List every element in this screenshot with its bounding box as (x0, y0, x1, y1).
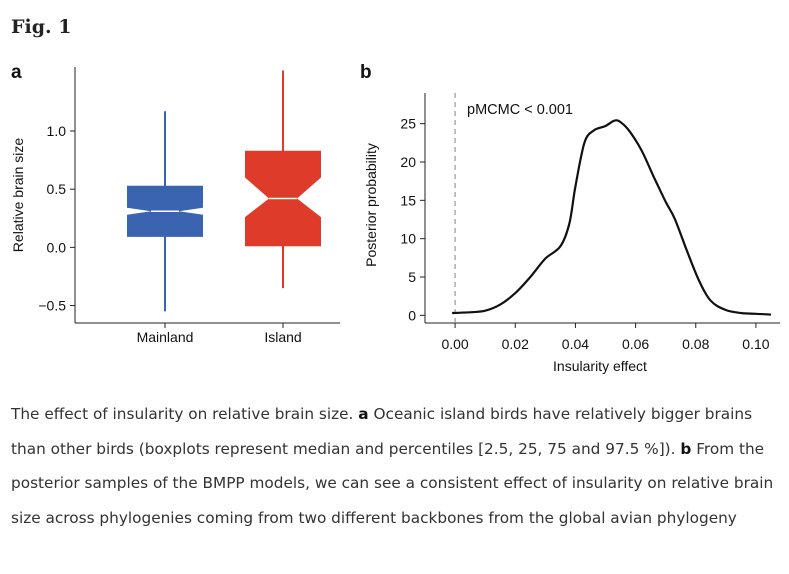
caption-b-label: b (680, 439, 692, 458)
panel-a-x-tick-label: Island (264, 329, 301, 345)
caption-b-text: From the posterior samples of the BMPP m… (11, 439, 774, 527)
figure-title: Fig. 1 (11, 16, 72, 38)
caption-a-text: Oceanic island birds have relatively big… (11, 405, 753, 458)
panel-b-x-tick-label: 0.10 (742, 336, 769, 352)
panel-a-x-tick-label: Mainland (137, 329, 194, 345)
panel-a-y-tick-label: 0.5 (47, 181, 67, 197)
panel-b-density: b Posterior probability Insularity effec… (360, 62, 780, 374)
panel-b-y-axis-label: Posterior probability (363, 143, 379, 267)
panel-b-y-tick-label: 10 (400, 231, 416, 247)
panel-b-x-tick-label: 0.02 (502, 336, 529, 352)
panel-b-y-tick-label: 5 (408, 269, 416, 285)
caption-a-label: a (358, 405, 369, 423)
panel-a-y-tick-label: 0.0 (47, 239, 67, 255)
figure-charts: a Relative brain size −0.5 0.0 0.5 1.0 Mainl… (10, 62, 780, 374)
panel-b-x-tick-label: 0.08 (682, 336, 709, 352)
panel-a-y-axis-label: Relative brain size (10, 138, 26, 253)
panel-b-label: b (360, 62, 372, 83)
panel-b-y-tick-label: 25 (400, 116, 416, 132)
panel-b-x-tick-label: 0.06 (622, 336, 649, 352)
panel-b-y-tick-label: 20 (400, 154, 416, 170)
caption-intro: The effect of insularity on relative bra… (11, 405, 354, 423)
panel-a-y-tick-label: 1.0 (47, 123, 67, 139)
panel-b-annotation: pMCMC < 0.001 (467, 102, 573, 118)
panel-b-y-tick-label: 0 (408, 307, 416, 323)
panel-b-x-tick-label: 0.04 (562, 336, 589, 352)
panel-a-y-tick-label: −0.5 (38, 298, 66, 314)
panel-b-x-axis-label: Insularity effect (553, 358, 647, 374)
panel-a-boxplot: a Relative brain size −0.5 0.0 0.5 1.0 Mainl… (10, 62, 340, 345)
panel-a-label: a (11, 62, 22, 83)
panel-b-x-tick-label: 0.00 (441, 336, 468, 352)
posterior-density-line (452, 119, 772, 316)
figure-caption: The effect of insularity on relative bra… (11, 397, 783, 535)
panel-b-y-tick-label: 15 (400, 192, 416, 208)
